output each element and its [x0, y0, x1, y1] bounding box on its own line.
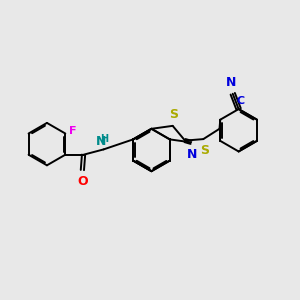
Text: S: S [169, 108, 178, 121]
Text: N: N [187, 148, 197, 160]
Text: O: O [77, 175, 88, 188]
Text: N: N [96, 135, 106, 148]
Text: S: S [200, 144, 209, 157]
Text: F: F [69, 126, 76, 136]
Text: N: N [226, 76, 236, 89]
Text: C: C [237, 96, 245, 106]
Text: H: H [100, 134, 108, 144]
